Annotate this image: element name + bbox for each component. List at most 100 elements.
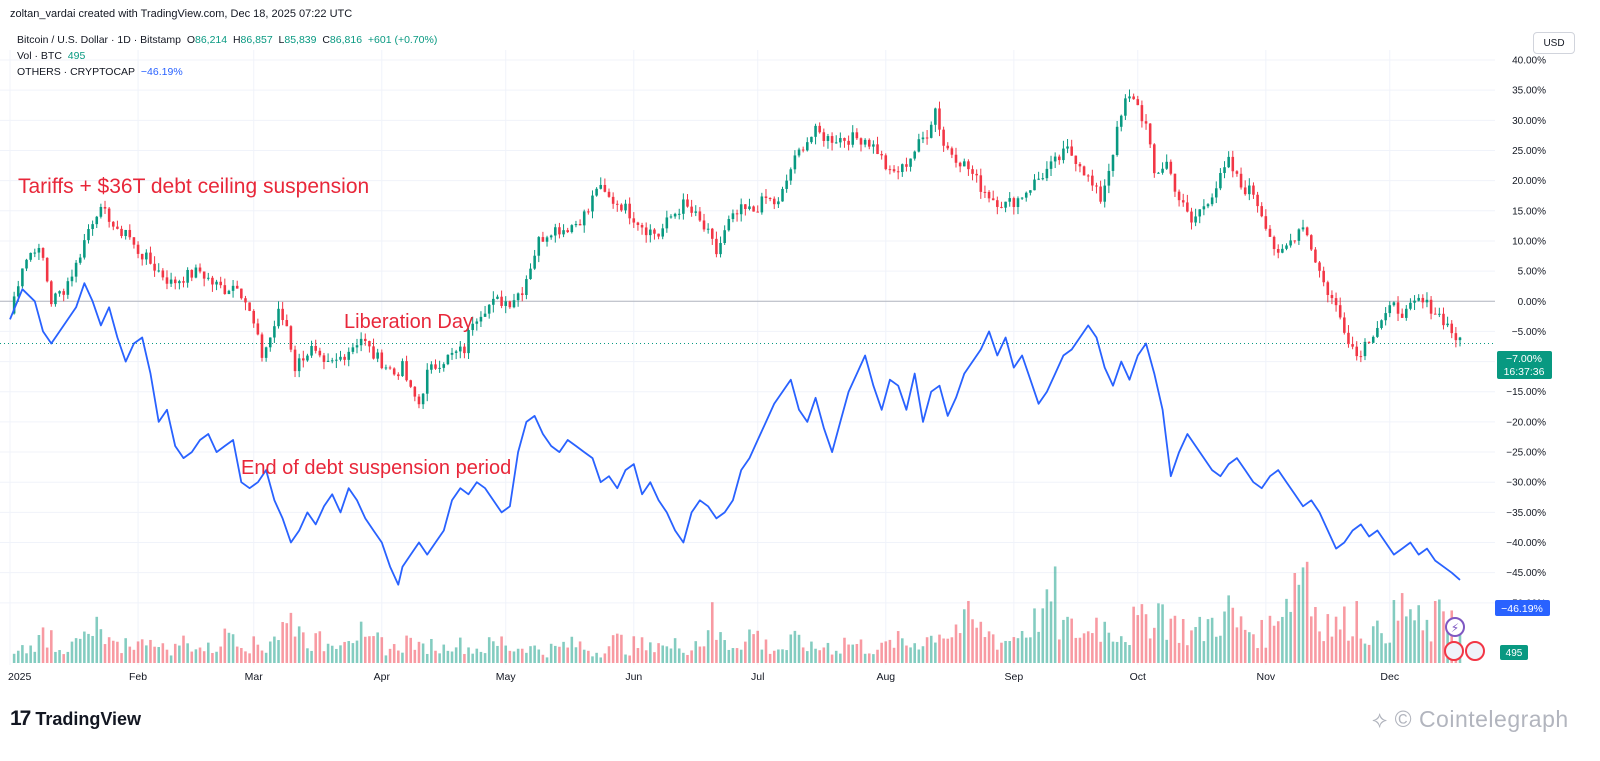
symbol-legend[interactable]: Bitcoin / U.S. Dollar · 1D · Bitstamp O8… (17, 34, 437, 46)
candle-body (1380, 320, 1383, 328)
candle-body (888, 169, 892, 171)
tradingview-logo[interactable]: 17 TradingView (10, 707, 141, 731)
candle-body (731, 213, 735, 220)
candle-body (438, 367, 441, 369)
annotation-tariffs: Tariffs + $36T debt ceiling suspension (18, 175, 370, 198)
candle-body (975, 173, 978, 176)
y-tick-label: 20.00% (1512, 176, 1546, 187)
candle-body (987, 191, 991, 199)
volume-legend[interactable]: Vol · BTC 495 (17, 50, 85, 62)
us-flag-event-icon[interactable] (1444, 641, 1464, 661)
candle-body (405, 361, 408, 381)
volume-bar (330, 645, 334, 663)
x-axis[interactable]: 2025 Feb Mar Apr May Jun Jul Aug Sep Oct Nov Dec (8, 671, 1399, 683)
volume-bar (1115, 641, 1119, 663)
btc-candles (12, 89, 1462, 409)
candle-body (1049, 161, 1053, 169)
candle-body (1091, 175, 1094, 186)
volume-bar (1384, 643, 1387, 663)
volume-bar (1392, 600, 1396, 663)
volume-bar (967, 600, 970, 663)
volume-value: 495 (67, 50, 86, 62)
y-axis[interactable]: 40.00% 35.00% 30.00% 25.00% 20.00% 15.00% 10.0… (1506, 56, 1546, 610)
volume-bar (1252, 634, 1255, 663)
volume-bar (1264, 647, 1268, 663)
volume-bar (698, 646, 702, 663)
volume-bar (1058, 639, 1061, 663)
volume-bar (318, 631, 322, 663)
volume-bar (1091, 633, 1094, 663)
candle-body (1281, 248, 1284, 253)
candle-body (537, 237, 541, 256)
candle-body (285, 320, 289, 327)
candle-body (1301, 227, 1305, 230)
candle-body (562, 230, 565, 235)
volume-bar (202, 651, 206, 663)
candle-body (1219, 173, 1222, 189)
candle-body (649, 229, 652, 236)
volume-bar (277, 640, 280, 663)
volume-bar (665, 646, 669, 663)
candle-body (698, 211, 702, 221)
candle-body (1260, 206, 1263, 217)
chart-credit: zoltan_vardai created with TradingView.c… (10, 8, 353, 20)
volume-bar (1268, 615, 1272, 663)
candle-body (260, 334, 264, 358)
volume-bar (1214, 636, 1218, 663)
volume-bar (45, 647, 49, 663)
cointelegraph-name: Cointelegraph (1418, 706, 1569, 732)
volume-bar (520, 648, 524, 663)
candle-body (471, 323, 474, 331)
candle-body (735, 213, 739, 215)
candle-body (169, 279, 173, 284)
candle-body (756, 211, 760, 213)
candle-body (1206, 204, 1210, 207)
y-tick-label: 15.00% (1512, 206, 1546, 217)
event-icons[interactable]: ⚡ (1444, 617, 1485, 661)
candle-body (665, 217, 669, 229)
volume-bar (264, 652, 268, 663)
candle-body (541, 237, 545, 242)
lightning-event-icon[interactable] (1445, 617, 1465, 637)
volume-bar (1107, 632, 1111, 663)
volume-bar (322, 651, 326, 663)
candle-body (1062, 148, 1065, 161)
volume-bar (686, 654, 689, 663)
volume-bar (1326, 614, 1330, 663)
candle-body (777, 201, 780, 205)
volume-bar (661, 645, 664, 663)
y-tick-label: 0.00% (1518, 297, 1546, 308)
volume-bar (760, 649, 764, 663)
volume-bar (1239, 616, 1243, 663)
candle-body (1214, 188, 1218, 198)
volume-bar (1388, 642, 1392, 663)
volume-bar (1144, 614, 1148, 663)
candle-body (248, 302, 251, 311)
candle-body (929, 124, 933, 138)
others-legend[interactable]: OTHERS · CRYPTOCAP −46.19% (17, 66, 183, 78)
volume-bar (211, 653, 214, 663)
volume-bar (479, 651, 483, 663)
candle-body (116, 226, 119, 229)
volume-bar (867, 653, 871, 663)
volume-bar (1119, 636, 1123, 663)
volume-bar (537, 649, 541, 663)
candle-body (661, 228, 664, 237)
candle-body (1400, 313, 1404, 318)
currency-button[interactable]: USD (1533, 32, 1575, 54)
volume-bar (1396, 620, 1400, 663)
candle-body (781, 188, 784, 202)
volume-bar (504, 645, 508, 663)
candle-body (45, 257, 49, 282)
candle-body (1115, 126, 1119, 155)
candle-body (62, 291, 65, 295)
candle-body (615, 203, 619, 205)
candle-body (1053, 156, 1057, 162)
volume-bar (545, 657, 549, 663)
us-flag-event-icon-2[interactable] (1465, 641, 1485, 661)
volume-bar (273, 636, 276, 663)
volume-bar (1248, 632, 1251, 663)
volume-bar (1045, 589, 1049, 663)
candle-body (1243, 187, 1247, 195)
